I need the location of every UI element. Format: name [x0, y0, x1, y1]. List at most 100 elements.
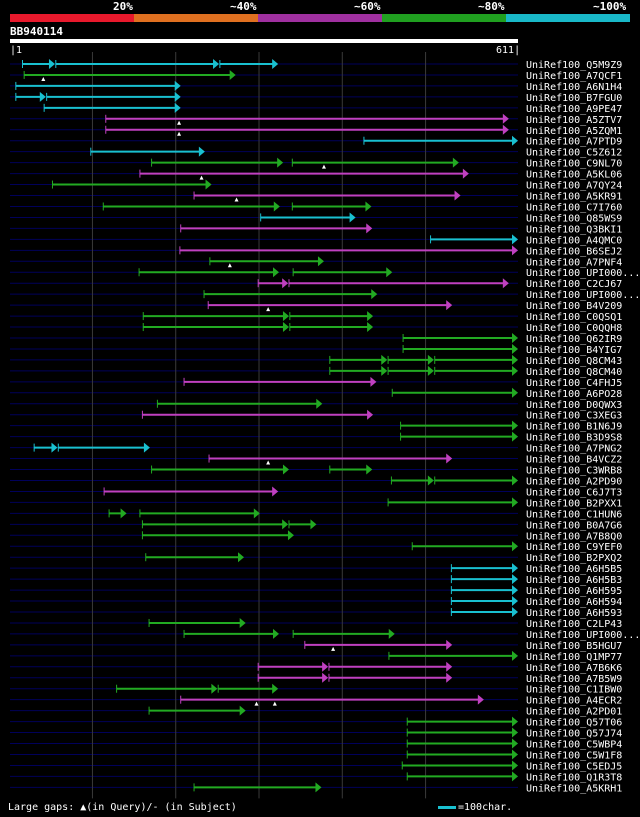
segment-arrowhead: [48, 59, 55, 69]
hit-label: UniRef100_A5ZTV7: [526, 115, 622, 126]
segment-arrowhead: [174, 91, 181, 102]
hit-label: UniRef100_B0A7G6: [526, 520, 622, 531]
segment-arrowhead: [446, 639, 453, 650]
segment-arrowhead: [282, 519, 289, 530]
query-bar: [10, 39, 518, 43]
hit-label: UniRef100_Q1R3T8: [526, 772, 622, 783]
hit-label: UniRef100_A7B6K6: [526, 663, 622, 674]
segment-arrowhead: [239, 617, 246, 628]
segment-arrowhead: [317, 256, 324, 267]
segment-arrowhead: [427, 475, 434, 486]
segment-arrowhead: [446, 453, 453, 464]
hit-label: UniRef100_C5Z612: [526, 148, 622, 159]
hit-label: UniRef100_A5ZQM1: [526, 126, 622, 137]
segment-arrowhead: [253, 508, 260, 519]
gap-marker: [227, 263, 232, 268]
hit-label: UniRef100_Q85WS9: [526, 213, 622, 224]
segment-arrowhead: [512, 343, 518, 354]
hit-label: UniRef100_Q62IR9: [526, 334, 622, 345]
hit-label: UniRef100_C1IBW0: [526, 685, 622, 696]
segment-arrowhead: [427, 365, 434, 376]
hit-label: UniRef100_C5WBP4: [526, 740, 622, 751]
segment-arrowhead: [371, 289, 378, 300]
segment-arrowhead: [282, 322, 289, 333]
gap-marker: [177, 131, 182, 136]
gap-marker: [177, 120, 182, 125]
segment-arrowhead: [512, 771, 518, 782]
segment-arrowhead: [512, 431, 518, 442]
hit-label: UniRef100_B6SEJ2: [526, 246, 622, 257]
segment-arrowhead: [213, 59, 220, 69]
segment-arrowhead: [143, 442, 150, 453]
segment-arrowhead: [502, 124, 509, 135]
segment-arrowhead: [282, 464, 289, 475]
segment-arrowhead: [477, 694, 484, 705]
segment-arrowhead: [366, 464, 373, 475]
hit-label: UniRef100_B4YIG7: [526, 345, 622, 356]
gap-marker: [266, 307, 271, 312]
legend-label: ~80%: [478, 0, 505, 13]
legend-segment: [382, 14, 506, 22]
segment-arrowhead: [452, 157, 459, 168]
hit-label: UniRef100_B4VCZ2: [526, 455, 622, 466]
hit-label: UniRef100_C5EDJ5: [526, 761, 622, 772]
gap-marker: [199, 175, 204, 180]
segment-arrowhead: [512, 354, 518, 365]
hit-label: UniRef100_Q57J74: [526, 729, 622, 740]
hit-label: UniRef100_A5KR91: [526, 192, 622, 203]
hit-label: UniRef100_C5W1F8: [526, 750, 622, 761]
segment-arrowhead: [512, 420, 518, 431]
hit-label: UniRef100_A7QY24: [526, 181, 622, 192]
hit-label: UniRef100_C1HUN6: [526, 509, 622, 520]
segment-arrowhead: [349, 212, 356, 223]
hit-label: UniRef100_A6PO28: [526, 389, 622, 400]
segment-arrowhead: [512, 738, 518, 749]
hit-label: UniRef100_UPI000...: [526, 290, 640, 301]
segment-arrowhead: [512, 365, 518, 376]
hit-label: UniRef100_C0QSQ1: [526, 312, 622, 323]
identity-legend: [10, 14, 630, 22]
segment-arrowhead: [512, 749, 518, 760]
gap-marker: [254, 701, 259, 706]
segment-arrowhead: [512, 760, 518, 771]
segment-arrowhead: [39, 91, 46, 102]
hit-label: UniRef100_A7PTD9: [526, 137, 622, 148]
segment-arrowhead: [367, 311, 374, 322]
segment-arrowhead: [238, 552, 245, 563]
segment-arrowhead: [211, 683, 218, 694]
hit-label: UniRef100_C2LP43: [526, 619, 622, 630]
segment-arrowhead: [51, 442, 58, 453]
segment-arrowhead: [198, 146, 205, 157]
hit-label: UniRef100_C3XEG3: [526, 411, 622, 422]
gap-marker: [266, 460, 271, 465]
query-start-tick: |1: [10, 45, 23, 56]
hit-label: UniRef100_Q8CM40: [526, 367, 622, 378]
segment-arrowhead: [366, 223, 373, 234]
hit-label: UniRef100_B3D9S8: [526, 433, 622, 444]
segment-arrowhead: [512, 245, 518, 256]
segment-arrowhead: [512, 387, 518, 398]
hit-label: UniRef100_C3WRB8: [526, 466, 622, 477]
segment-arrowhead: [282, 278, 289, 289]
hit-label: UniRef100_UPI000...: [526, 630, 640, 641]
hit-label: UniRef100_A6H593: [526, 608, 622, 619]
segment-arrowhead: [446, 661, 453, 672]
hit-label: UniRef100_C4FHJ5: [526, 378, 622, 389]
segment-arrowhead: [205, 179, 212, 190]
hit-label: UniRef100_A5KRH1: [526, 783, 622, 794]
segment-arrowhead: [446, 672, 453, 683]
segment-arrowhead: [502, 278, 509, 289]
segment-arrowhead: [120, 508, 127, 519]
footer-scale: =100char.: [438, 802, 512, 813]
legend-segment: [506, 14, 630, 22]
legend-segment: [10, 14, 134, 22]
hit-label: UniRef100_A6H5B5: [526, 564, 622, 575]
legend-label: ~60%: [354, 0, 381, 13]
segment-arrowhead: [386, 267, 393, 278]
segment-arrowhead: [446, 300, 453, 311]
legend-label: 20%: [113, 0, 133, 13]
segment-arrowhead: [272, 486, 279, 497]
hit-label: UniRef100_B1N6J9: [526, 422, 622, 433]
hit-label: UniRef100_A6H5B3: [526, 575, 622, 586]
